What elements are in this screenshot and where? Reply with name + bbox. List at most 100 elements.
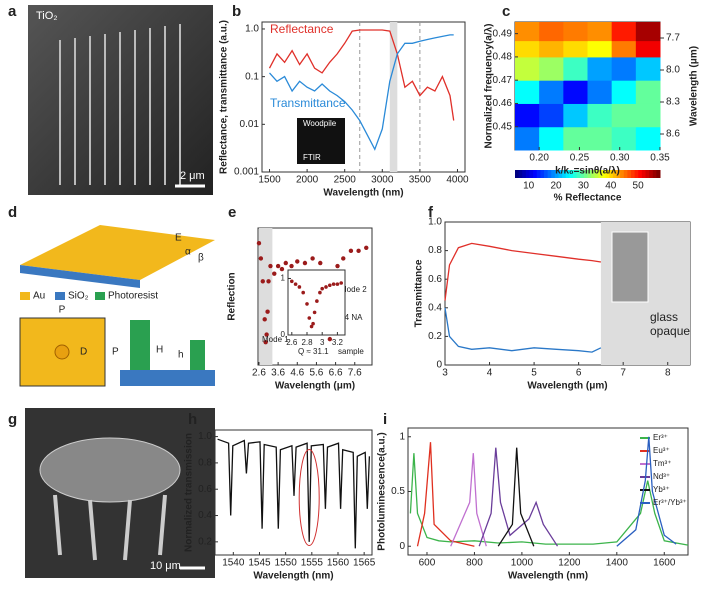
x-tick-label: 0.25 <box>570 153 590 164</box>
dim-label: β <box>198 253 204 264</box>
x-tick-label: 4 <box>487 368 493 379</box>
colorbar-cell <box>598 170 603 178</box>
data-point <box>341 256 346 261</box>
colorbar-cell <box>583 170 588 178</box>
dim-label: h <box>178 350 184 361</box>
colorbar-cell <box>573 170 578 178</box>
data-point <box>328 283 332 288</box>
data-point <box>262 317 267 322</box>
colorbar-tick-label: 10 <box>523 181 535 192</box>
x-axis-title: Wavelength (nm) <box>508 571 588 582</box>
colorbar-cell <box>576 170 581 178</box>
colorbar-cell <box>515 170 520 178</box>
data-point <box>283 260 288 266</box>
pillar <box>54 344 70 360</box>
series-line <box>416 442 475 547</box>
panel-label: g <box>8 411 17 428</box>
heat-cell <box>515 103 540 128</box>
data-point <box>309 324 314 329</box>
y-tick-label: 0.1 <box>245 71 259 82</box>
heat-cell <box>539 80 564 104</box>
y2-tick-label: 7.7 <box>666 33 680 44</box>
data-point <box>301 290 306 295</box>
series-line <box>409 453 689 546</box>
heat-cell <box>587 103 613 128</box>
legend-swatch <box>95 292 105 300</box>
y-tick-label: 0 <box>436 360 442 371</box>
data-point <box>272 271 277 276</box>
x-tick-label: 8 <box>665 368 671 379</box>
x-tick-label: 1545 <box>248 558 271 569</box>
y-tick-label: 0.5 <box>391 486 405 497</box>
panel-label: h <box>188 411 197 428</box>
series-line <box>269 34 454 151</box>
data-point <box>297 285 302 289</box>
panel-label: c <box>502 3 510 20</box>
colorbar-tick-label: 30 <box>578 181 590 192</box>
legend-text: Reflectance <box>270 22 334 36</box>
heat-cell <box>635 56 661 81</box>
x-tick-label: 2.8 <box>301 338 313 347</box>
colorbar-cell <box>602 170 607 178</box>
colorbar-cell <box>554 170 559 178</box>
colorbar-cell <box>616 170 621 178</box>
heat-cell <box>611 22 637 42</box>
data-point <box>335 263 340 269</box>
data-point <box>312 310 317 315</box>
scale-label: 2 μm <box>180 170 205 182</box>
data-point <box>315 299 319 303</box>
inset-photo <box>611 231 649 303</box>
data-point <box>335 282 340 286</box>
x-axis-title: Wavelength (nm) <box>253 571 333 582</box>
heat-cell <box>563 80 588 104</box>
colorbar-cell <box>540 170 545 178</box>
y-tick-label: 0.6 <box>198 484 212 495</box>
x-tick-label: 6.6 <box>329 368 343 379</box>
y-tick-label: 0 <box>281 330 286 339</box>
y-tick-label: 1.0 <box>198 431 212 442</box>
x-tick-label: 1565 <box>353 558 376 569</box>
heat-cell <box>539 56 564 81</box>
heat-cell <box>587 22 613 42</box>
y-tick-label: 0.4 <box>198 510 212 521</box>
heat-cell <box>635 80 661 104</box>
data-point <box>258 256 264 261</box>
y-tick-label: 0 <box>399 541 405 552</box>
colorbar-cell <box>631 170 636 178</box>
y-tick-label: 0.8 <box>428 245 442 256</box>
heat-cell <box>563 103 588 128</box>
data-point <box>318 290 322 295</box>
y-axis-title: Normalized transmission <box>184 433 195 552</box>
colorbar-cell <box>591 170 596 178</box>
data-point <box>256 241 262 246</box>
x-tick-label: 1400 <box>606 558 629 569</box>
colorbar-cell <box>609 170 614 178</box>
legend-text: Nd³⁺ <box>653 472 670 481</box>
x-tick-label: 5.6 <box>309 368 323 379</box>
y-axis-title: Reflectance, transmittance (a.u.) <box>219 20 230 174</box>
y-tick-label: 1 <box>399 431 405 442</box>
annotation: sample <box>338 347 364 356</box>
data-point <box>320 286 325 291</box>
series-line <box>444 307 602 353</box>
heat-cell <box>515 80 540 104</box>
scale-label: 10 μm <box>150 560 181 572</box>
data-point <box>266 279 271 284</box>
dim-label: E <box>175 233 182 244</box>
data-point <box>290 279 294 284</box>
dim-label: D <box>80 347 87 358</box>
colorbar-cell <box>529 170 534 178</box>
pillars <box>53 494 167 561</box>
x-tick-label: 3000 <box>371 175 394 186</box>
data-point <box>307 316 312 320</box>
colorbar-cell <box>612 170 617 178</box>
x-axis-title: k/k₀=sinθ(a/λ) <box>555 166 620 177</box>
series-line <box>616 436 677 547</box>
data-point <box>302 260 308 266</box>
legend-text: Au <box>33 291 45 302</box>
colorbar-cell <box>634 170 639 178</box>
dim-label: H <box>156 345 163 356</box>
colorbar-cell <box>544 170 549 178</box>
plot-area <box>261 21 466 173</box>
heat-cell <box>563 126 588 151</box>
